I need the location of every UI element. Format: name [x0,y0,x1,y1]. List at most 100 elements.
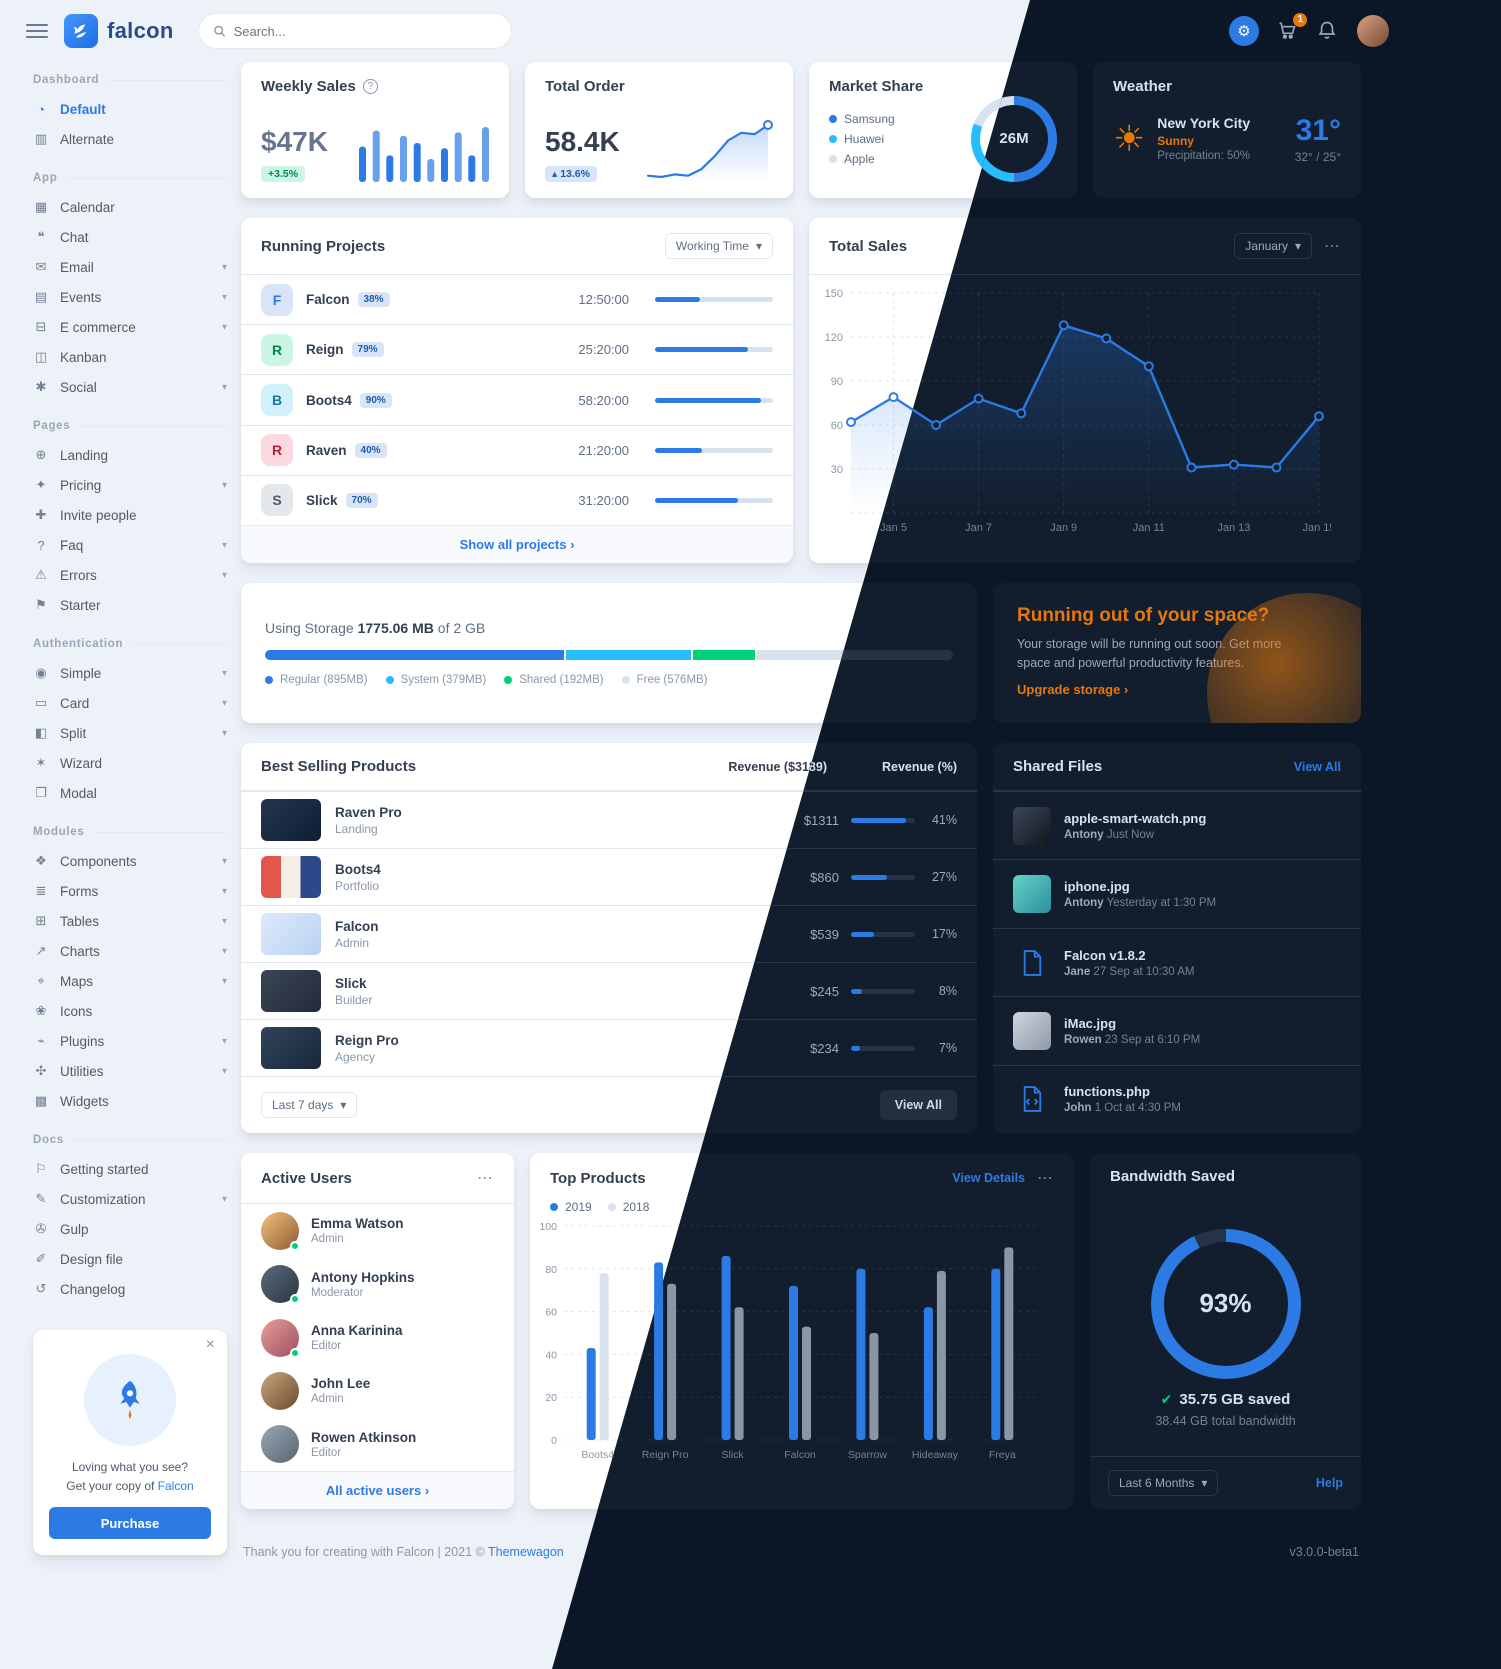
cart-button[interactable]: 1 [1277,13,1307,42]
help-link[interactable]: Help [1315,1476,1343,1490]
view-all-button[interactable]: View All [879,1090,957,1120]
file-name-link[interactable]: iMac.jpg [1064,1015,1117,1031]
notifications-bell-button[interactable] [1317,20,1339,42]
sidebar-item-starter[interactable]: ⚑Starter [33,590,227,620]
project-initial-badge: B [261,384,293,416]
chevron-down-icon: ▾ [221,1035,227,1047]
show-all-projects-link[interactable]: Show all projects › [459,537,575,552]
plug-icon: ⌁ [37,1033,45,1048]
themewagon-link[interactable]: Themewagon [488,1545,564,1559]
chevron-down-icon: ▾ [221,667,227,679]
product-name-link[interactable]: Raven Pro [335,804,402,820]
sidebar-item-icons[interactable]: ❀Icons [33,996,227,1026]
card-menu-dots[interactable]: ⋯ [1037,1170,1054,1187]
close-icon[interactable]: × [205,1336,215,1353]
sidebar-item-components[interactable]: ❖Components▾ [33,846,227,876]
sidebar-item-customization[interactable]: ✎Customization▾ [33,1184,227,1214]
sidebar-item-kanban[interactable]: ◫Kanban [34,349,107,365]
map-icon: ⌖ [37,973,45,988]
sidebar-item-ecommerce[interactable]: ⊟E commerce▾ [33,312,227,342]
sidebar-item-card[interactable]: ▭Card▾ [34,695,227,711]
product-name-link[interactable]: Slick [335,975,367,991]
sidebar-item-default[interactable]: ◔Default [33,94,227,124]
search-box[interactable] [197,13,512,49]
total-order-chart [643,120,773,182]
sidebar-item-invite-people[interactable]: ✚Invite people [33,500,227,530]
info-icon[interactable]: ? [362,79,378,94]
total-sales-chart: 30 60 90 120 150 Jan 5 Jan 7 Jan 9 Jan 11 Jan 13 J… [809,275,1361,563]
sidebar-item-email[interactable]: ✉Email▾ [33,252,227,282]
sidebar-item-modal[interactable]: ❐Modal [33,778,227,808]
sidebar-item-faq[interactable]: ?Faq▾ [33,530,227,560]
sidebar-item-design-file[interactable]: ✐Design file [33,1244,227,1274]
top-navbar: falcon ⚙ 1 [552,0,1501,62]
sidebar-item-gulp[interactable]: ✇Gulp [33,1214,227,1244]
user-avatar[interactable] [1357,15,1389,47]
product-name-link[interactable]: Boots4 [335,861,381,877]
sidebar-item-changelog[interactable]: ↺Changelog [33,1274,227,1304]
sidebar-item-social[interactable]: ✱Social▾ [33,372,227,402]
menu-toggle-button[interactable] [26,24,48,38]
chevron-down-icon: ▾ [221,261,227,273]
project-row[interactable]: R Raven 40% 21:20:00 [241,424,793,475]
file-name-link[interactable]: Falcon v1.8.2 [1064,947,1146,963]
sidebar-item-landing[interactable]: ⊕Landing [33,440,227,470]
project-row[interactable]: F Falcon 38% 12:50:00 [241,275,793,324]
search-input[interactable] [233,23,497,39]
file-row: Falcon v1.8.2 Jane 27 Sep at 10:30 AM [993,927,1361,996]
card-title: Market Share [829,78,924,95]
widgets-icon: ▩ [34,1093,48,1108]
falcon-link[interactable]: Falcon [157,1478,194,1493]
sidebar-item-split[interactable]: ◧Split▾ [34,725,227,741]
sidebar-item-utilities[interactable]: ✣Utilities▾ [33,1056,227,1086]
brand-logo[interactable]: falcon [64,14,174,48]
sidebar-item-widgets[interactable]: ▩Widgets [34,1093,109,1109]
working-time-dropdown[interactable]: Working Time▾ [664,233,773,259]
sidebar-item-charts[interactable]: ↗Charts▾ [33,936,227,966]
file-name-link[interactable]: apple-smart-watch.png [1064,810,1207,826]
sidebar-item-plugins[interactable]: ⌁Plugins▾ [33,1026,227,1056]
file-name-link[interactable]: iphone.jpg [1064,879,1130,895]
sidebar-item-pricing[interactable]: ✦Pricing▾ [33,470,227,500]
sidebar-item-getting-started[interactable]: ⚐Getting started [33,1154,227,1184]
view-all-files-link[interactable]: View All [1293,759,1341,774]
legend-dot [607,1203,616,1211]
month-dropdown[interactable]: January▾ [1234,233,1312,259]
card-title: Bandwidth Saved [1110,1168,1236,1185]
sidebar-item-maps[interactable]: ⌖Maps▾ [33,966,227,996]
sidebar-item-simple[interactable]: ◉Simple▾ [33,658,227,688]
card-menu-dots[interactable]: ⋯ [1324,238,1341,255]
file-name-link[interactable]: functions.php [1064,1084,1150,1100]
sidebar-item-chat[interactable]: ❝Chat [33,222,227,252]
product-revenue: $1311 [803,812,839,828]
project-row[interactable]: R Reign 79% 25:20:00 [241,324,793,374]
chevron-down-icon: ▾ [221,697,227,709]
all-active-users-link[interactable]: All active users › [325,1483,430,1499]
sidebar-item-tables[interactable]: ⊞Tables▾ [33,906,227,936]
project-row[interactable]: B Boots4 90% 58:20:00 [241,374,793,424]
settings-gear-button[interactable]: ⚙ [1229,16,1259,46]
sidebar-item-errors[interactable]: ⚠Errors▾ [33,560,227,590]
sidebar-item-events[interactable]: ▤Events▾ [34,289,227,305]
view-details-link[interactable]: View Details [952,1171,1025,1185]
sidebar-item-forms[interactable]: ≣Forms▾ [33,876,227,906]
date-range-dropdown[interactable]: Last 7 days▾ [261,1092,358,1118]
purchase-button[interactable]: Purchase [49,1507,211,1540]
product-name-link[interactable]: Reign Pro [335,1032,399,1048]
chevron-down-icon: ▾ [1294,239,1301,253]
sidebar-item-calendar[interactable]: ▦Calendar [34,199,115,215]
upgrade-storage-link[interactable]: Upgrade storage › [1017,681,1129,697]
product-name-link[interactable]: Falcon [335,918,379,934]
card-menu-dots[interactable]: ⋯ [477,1170,494,1187]
project-row[interactable]: S Slick 70% 31:20:00 [241,474,793,525]
months-range-dropdown[interactable]: Last 6 Months▾ [1108,1470,1219,1496]
sidebar-item-wizard[interactable]: ✶Wizard [33,748,227,778]
sidebar-item-alternate[interactable]: ▥Alternate [34,131,115,147]
market-share-legend: Samsung Huawei Apple [829,112,895,166]
